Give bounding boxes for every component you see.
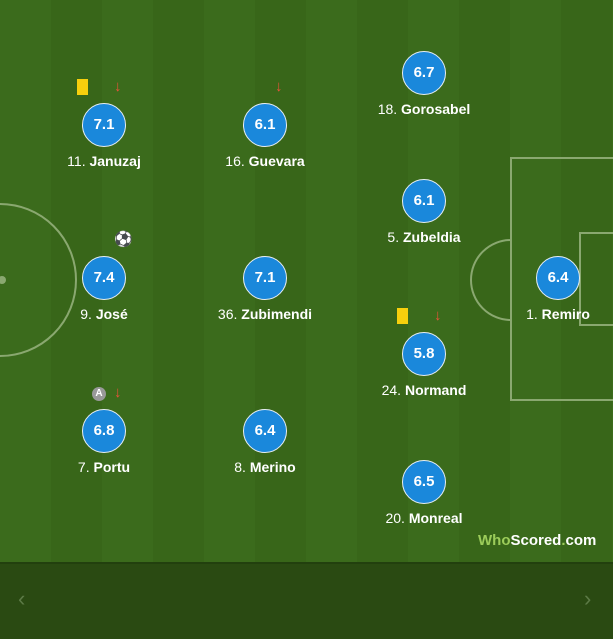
goal-ball-icon: ⚽ [114, 231, 133, 248]
player[interactable]: 6.5 20. Monreal [354, 460, 494, 526]
rating-badge: 7.1 [243, 256, 287, 300]
event-icons [488, 234, 613, 252]
whoscored-logo: WhoScored.com [478, 532, 597, 549]
event-icons: ↓ [354, 307, 494, 328]
rating-badge: 6.5 [402, 460, 446, 504]
rating-badge: 6.8 [82, 409, 126, 453]
player-name: 7. Portu [77, 459, 131, 475]
player[interactable]: 6.4 1. Remiro [488, 256, 613, 322]
event-icons [354, 29, 494, 47]
player[interactable]: ↓ 7.1 11. Januzaj [34, 78, 174, 169]
player-name: 1. Remiro [526, 306, 590, 322]
player-name: 18. Gorosabel [377, 101, 471, 117]
event-icons: ↓ A [34, 384, 174, 405]
event-icons [195, 387, 335, 405]
event-icons: ↓ [195, 78, 335, 99]
player[interactable]: ↓ A 6.8 7. Portu [34, 384, 174, 475]
rating-badge: 6.4 [536, 256, 580, 300]
sub-off-arrow-icon: ↓ [434, 307, 442, 324]
yellow-card-icon [77, 79, 88, 95]
rating-badge: 6.7 [402, 51, 446, 95]
sub-off-arrow-icon: ↓ [114, 78, 122, 95]
sub-off-arrow-icon: ↓ [275, 78, 283, 95]
event-icons [195, 234, 335, 252]
event-icons [354, 157, 494, 175]
captain-badge: A [92, 387, 106, 401]
player-name: 11. Januzaj [67, 153, 141, 169]
event-icons [354, 438, 494, 456]
pitch-lines [0, 157, 613, 401]
event-icons: ↓ [34, 78, 174, 99]
prev-arrow-icon[interactable]: ‹ [18, 586, 26, 611]
player-name: 8. Merino [234, 459, 296, 475]
player[interactable]: 6.1 5. Zubeldia [354, 179, 494, 245]
player[interactable]: 7.1 36. Zubimendi [195, 256, 335, 322]
player[interactable]: ⚽ 7.4 9. José [34, 231, 174, 322]
rating-badge: 5.8 [402, 332, 446, 376]
rating-badge: 7.1 [82, 103, 126, 147]
player[interactable]: ↓ 5.8 24. Normand [354, 307, 494, 398]
rating-badge: 6.1 [243, 103, 287, 147]
substitutes-bar: ‹ › [0, 562, 613, 639]
yellow-card-icon [397, 308, 408, 324]
player-name: 20. Monreal [385, 510, 463, 526]
player[interactable]: ↓ 6.1 16. Guevara [195, 78, 335, 169]
player[interactable]: 6.4 8. Merino [195, 409, 335, 475]
rating-badge: 7.4 [82, 256, 126, 300]
rating-badge: 6.4 [243, 409, 287, 453]
next-arrow-icon[interactable]: › [584, 586, 592, 611]
player[interactable]: 6.7 18. Gorosabel [354, 51, 494, 117]
player-name: 24. Normand [381, 382, 467, 398]
event-icons: ⚽ [34, 231, 174, 252]
sub-off-arrow-icon: ↓ [114, 384, 122, 401]
player-name: 16. Guevara [225, 153, 305, 169]
player-name: 36. Zubimendi [217, 306, 313, 322]
rating-badge: 6.1 [402, 179, 446, 223]
player-name: 5. Zubeldia [387, 229, 461, 245]
player-name: 9. José [80, 306, 128, 322]
